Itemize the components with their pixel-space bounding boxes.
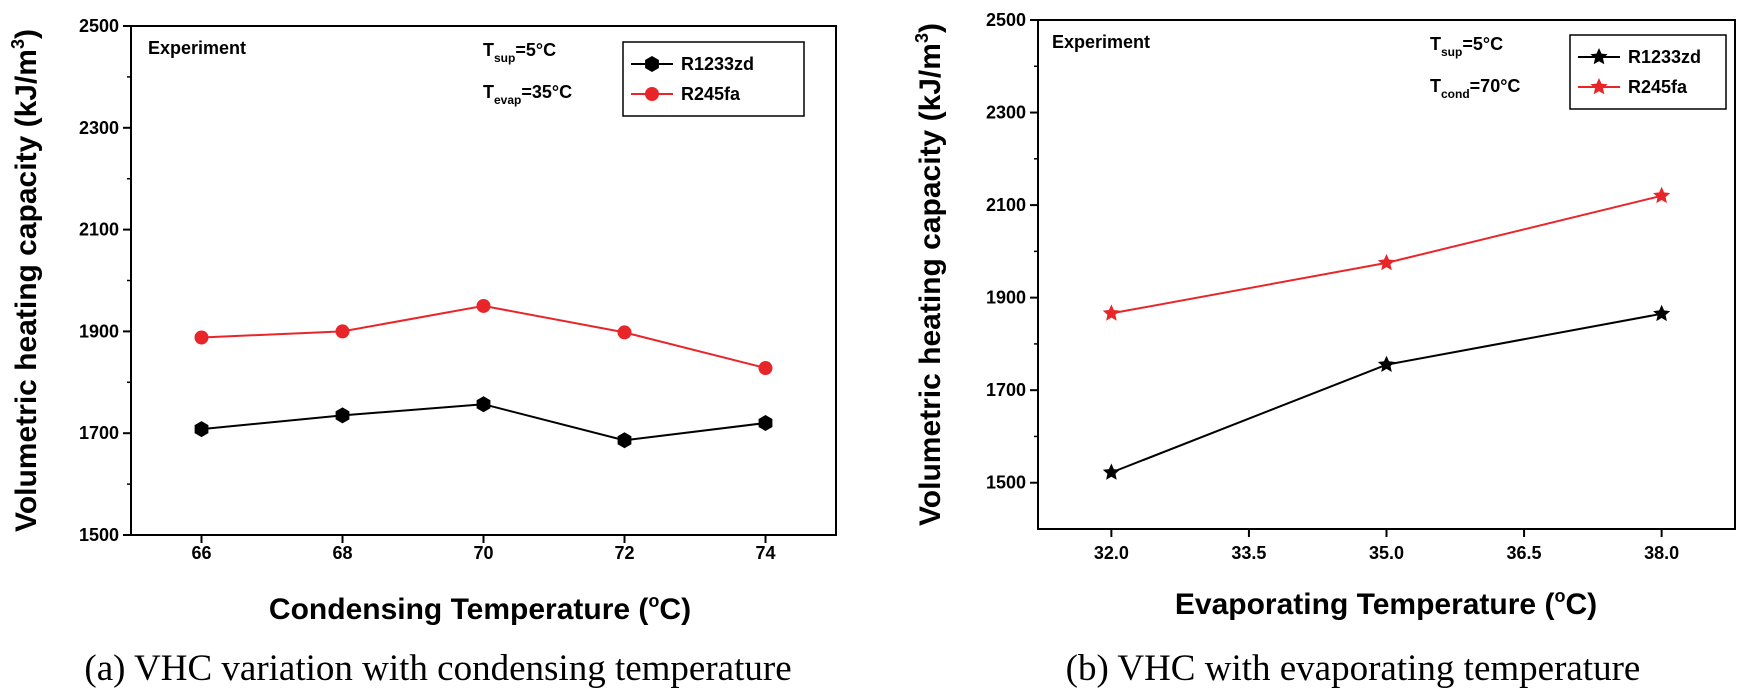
x-tick-label: 72 xyxy=(614,543,634,563)
legend-label: R1233zd xyxy=(1628,47,1701,67)
y-tick-label: 2500 xyxy=(986,10,1026,30)
data-point-r1233zd xyxy=(476,396,491,413)
legend-marker xyxy=(645,87,659,101)
y-tick-label: 2500 xyxy=(79,16,119,36)
legend-label: R245fa xyxy=(681,84,741,104)
experiment-label: Experiment xyxy=(148,38,246,58)
figure-caption: (b) VHC with evaporating temperature xyxy=(1066,648,1641,689)
data-point-r1233zd xyxy=(758,415,773,431)
x-tick-label: 66 xyxy=(191,543,211,563)
data-point-r245fa xyxy=(1377,253,1396,271)
condition-label: Tsup=5°C xyxy=(1430,34,1503,59)
series-line-r1233zd xyxy=(1111,312,1662,474)
condition-label: Tcond=70°C xyxy=(1430,76,1520,101)
y-tick-label: 1500 xyxy=(986,473,1026,493)
data-point-r245fa xyxy=(758,361,773,376)
y-tick-label: 1900 xyxy=(986,288,1026,308)
x-tick-label: 38.0 xyxy=(1644,543,1679,563)
y-tick-label: 1700 xyxy=(79,423,119,443)
chart-panel-a: 1500 1700 1900 2100 2300 2500 66 68 70 72 74 Conden… xyxy=(8,16,837,689)
data-point-r1233zd xyxy=(1377,355,1396,372)
x-axis-title: Evaporating Temperature (oC) xyxy=(1175,586,1597,621)
legend: R1233zd R245fa xyxy=(622,41,805,117)
data-point-r1233zd xyxy=(1653,304,1671,322)
data-point-r245fa xyxy=(476,298,491,313)
y-tick-label: 1700 xyxy=(986,380,1026,400)
y-tick-label: 2300 xyxy=(79,118,119,138)
data-point-r1233zd xyxy=(1102,463,1120,480)
figure-caption: (a) VHC variation with condensing temper… xyxy=(84,648,791,689)
data-point-r245fa xyxy=(1102,304,1120,321)
x-tick-label: 36.5 xyxy=(1507,543,1542,563)
y-tick-label: 2100 xyxy=(79,220,119,240)
x-tick-label: 68 xyxy=(332,543,352,563)
y-axis-title: Volumetric heating capacity (kJ/m3) xyxy=(8,29,43,532)
data-point-r245fa xyxy=(1653,186,1671,204)
legend-label: R1233zd xyxy=(681,54,754,74)
x-tick-label: 35.0 xyxy=(1369,543,1404,563)
x-tick-label: 33.5 xyxy=(1231,543,1266,563)
y-tick-label: 1900 xyxy=(79,321,119,341)
legend-marker xyxy=(1590,78,1608,95)
x-tick-label: 70 xyxy=(473,543,493,563)
data-point-r245fa xyxy=(194,330,209,345)
x-tick-label: 74 xyxy=(755,543,775,563)
legend-label: R245fa xyxy=(1628,77,1688,97)
y-tick-label: 2300 xyxy=(986,103,1026,123)
x-axis-title: Condensing Temperature (oC) xyxy=(269,591,691,626)
legend-marker xyxy=(645,56,659,72)
experiment-label: Experiment xyxy=(1052,32,1150,52)
series-line-r245fa xyxy=(201,304,766,369)
condition-label: Tevap=35°C xyxy=(483,82,572,107)
y-axis-title: Volumetric heating capacity (kJ/m3) xyxy=(912,23,947,526)
data-point-r1233zd xyxy=(617,432,632,449)
data-point-r245fa xyxy=(335,324,350,339)
data-point-r1233zd xyxy=(194,421,209,438)
data-point-r245fa xyxy=(617,325,632,340)
legend: R1233zd R245fa xyxy=(1569,34,1727,110)
legend-marker xyxy=(1590,48,1608,65)
legend-box xyxy=(1569,34,1727,110)
condition-label: Tsup=5°C xyxy=(483,40,556,65)
legend-box xyxy=(622,41,805,117)
y-tick-label: 1500 xyxy=(79,525,119,545)
y-tick-label: 2100 xyxy=(986,195,1026,215)
chart-panel-b: 1500 1700 1900 2100 2300 2500 32.0 33.5 35.0 36.5… xyxy=(912,10,1736,689)
data-point-r1233zd xyxy=(335,407,350,424)
x-tick-label: 32.0 xyxy=(1094,543,1129,563)
